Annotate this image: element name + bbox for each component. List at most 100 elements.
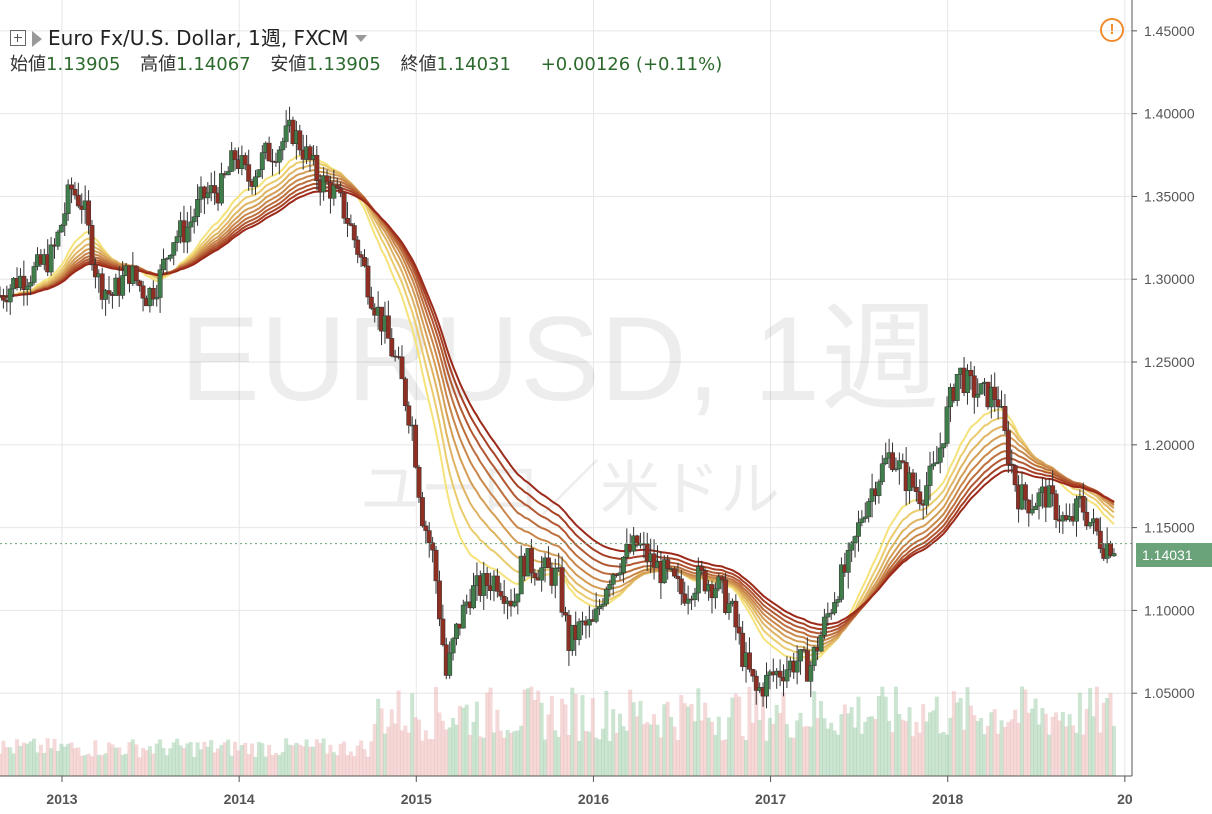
candle-body — [726, 603, 732, 614]
candle-body — [597, 606, 603, 610]
candle-body — [58, 225, 64, 233]
candle-body — [798, 649, 803, 662]
volume-bar — [410, 693, 415, 776]
volume-bar — [658, 737, 663, 776]
volume-bar — [996, 733, 1001, 776]
alert-icon[interactable]: ! — [1100, 18, 1124, 42]
volume-bar — [672, 726, 677, 776]
candle-body — [866, 501, 872, 518]
volume-bar — [359, 740, 364, 776]
volume-bar — [692, 721, 697, 776]
volume-bar — [338, 743, 343, 776]
volume-bar — [181, 748, 186, 776]
volume-bar — [1064, 726, 1069, 776]
expand-icon[interactable] — [10, 30, 26, 46]
volume-bar — [134, 744, 139, 776]
volume-bar — [1019, 686, 1024, 776]
volume-bar — [481, 737, 486, 776]
candle-body — [232, 150, 238, 160]
ma-line — [0, 189, 1115, 626]
volume-bar — [1057, 720, 1062, 776]
volume-bar — [682, 703, 687, 776]
candle-body — [1033, 505, 1039, 510]
low-value: 1.13905 — [306, 54, 381, 75]
candle-body — [879, 463, 885, 483]
volume-bar — [641, 724, 646, 776]
candle-body — [852, 536, 858, 544]
candle-body — [423, 525, 429, 531]
candle-body — [634, 535, 640, 546]
volume-bars — [0, 686, 1116, 776]
y-tick-label: 1.25000 — [1144, 354, 1195, 370]
volume-bar — [229, 755, 234, 776]
x-tick-label: 2016 — [578, 791, 609, 807]
candle-body — [437, 580, 442, 620]
candle-body — [92, 264, 98, 278]
candle-body — [259, 152, 265, 170]
candle-body — [750, 669, 756, 677]
candle-body — [777, 670, 783, 678]
volume-bar — [1074, 732, 1079, 776]
volume-bar — [904, 721, 909, 776]
candle-body — [1012, 465, 1018, 486]
candle-body — [1022, 484, 1028, 501]
volume-bar — [812, 691, 817, 776]
candle-body — [893, 468, 899, 471]
volume-bar — [699, 720, 704, 776]
candle-body — [651, 553, 657, 568]
candle-body — [978, 383, 984, 395]
x-tick-label: 20 — [1117, 791, 1133, 807]
volume-bar — [423, 730, 428, 776]
candle-body — [103, 290, 109, 300]
volume-bar — [536, 690, 541, 776]
volume-bar — [69, 742, 74, 776]
volume-bar — [611, 709, 616, 776]
candle-body — [447, 652, 453, 676]
candle-body — [266, 142, 272, 162]
candle-body — [334, 184, 340, 189]
volume-bar — [4, 747, 9, 776]
chevron-down-icon[interactable] — [354, 35, 367, 42]
candle-body — [69, 184, 74, 190]
volume-bar — [1006, 722, 1011, 776]
volume-bar — [764, 740, 769, 776]
candle-body — [896, 460, 902, 470]
candle-body — [1080, 496, 1086, 513]
candle-body — [927, 465, 933, 486]
candle-body — [917, 491, 923, 505]
volume-bar — [730, 697, 735, 776]
candle-body — [1084, 511, 1090, 527]
volume-bar — [273, 753, 278, 776]
volume-bar — [430, 739, 435, 776]
candle-body — [338, 187, 344, 194]
volume-bar — [566, 735, 571, 776]
y-tick-label: 1.40000 — [1144, 106, 1195, 122]
candle-body — [225, 171, 231, 176]
volume-bar — [675, 739, 680, 776]
candle-body — [297, 130, 303, 151]
volume-bar — [815, 718, 820, 776]
candle-body — [389, 338, 395, 357]
candle-body — [825, 613, 831, 618]
volume-bar — [846, 713, 851, 776]
volume-bar — [767, 717, 772, 776]
volume-bar — [808, 726, 813, 776]
volume-bar — [290, 745, 295, 776]
volume-bar — [893, 686, 898, 776]
last-price-tag: 1.14031 — [1136, 543, 1212, 567]
candle-body — [913, 486, 919, 493]
volume-bar — [750, 722, 755, 776]
candle-body — [184, 226, 190, 243]
candle-body — [212, 185, 218, 194]
volume-bar — [86, 753, 91, 776]
volume-bar — [389, 709, 394, 776]
volume-bar — [761, 689, 766, 776]
candle-body — [849, 542, 855, 551]
candle-body — [1050, 485, 1056, 495]
candle-body — [930, 463, 936, 467]
volume-bar — [655, 724, 660, 776]
volume-bar — [621, 726, 626, 776]
symbol-title[interactable]: Euro Fx/U.S. Dollar, 1週, FXCM — [10, 22, 367, 51]
candle-body — [975, 393, 981, 398]
